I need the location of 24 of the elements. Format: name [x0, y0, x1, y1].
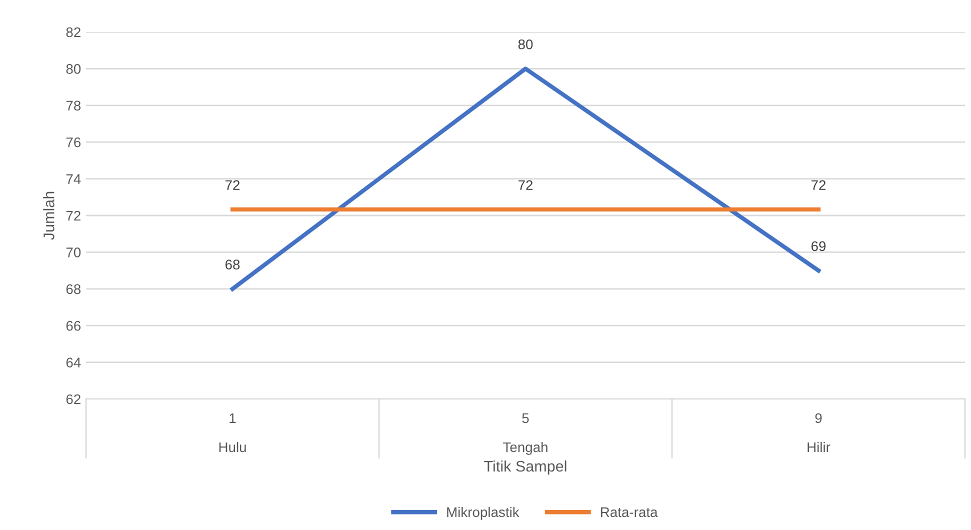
y-axis-title: Jumlah — [43, 192, 54, 240]
y-tick-label: 78 — [66, 100, 81, 111]
data-label: 72 — [225, 180, 240, 190]
y-tick-label: 82 — [66, 27, 80, 38]
data-label: 72 — [518, 180, 533, 190]
y-tick-label: 70 — [66, 248, 81, 258]
category-label: 1 Hulu — [219, 413, 246, 452]
y-tick-label: 72 — [66, 210, 80, 221]
y-tick-label: 74 — [66, 174, 81, 184]
y-tick-label: 66 — [66, 320, 81, 331]
data-label: 80 — [518, 39, 533, 50]
data-label: 68 — [225, 260, 240, 270]
x-axis-title: Titik Sampel — [484, 460, 566, 475]
y-tick-label: 68 — [66, 284, 81, 294]
data-label: 69 — [811, 241, 826, 252]
legend-label: Rata-rata — [601, 507, 658, 518]
y-tick-label: 80 — [66, 64, 81, 74]
data-label: 72 — [811, 180, 826, 190]
category-label: 5 Tengah — [503, 413, 548, 455]
y-tick-label: 76 — [66, 137, 81, 148]
y-tick-label: 64 — [66, 358, 81, 368]
y-tick-label: 62 — [66, 394, 80, 404]
category-label: 9 Hilir — [808, 413, 830, 452]
legend-label: Mikroplastik — [447, 506, 520, 520]
